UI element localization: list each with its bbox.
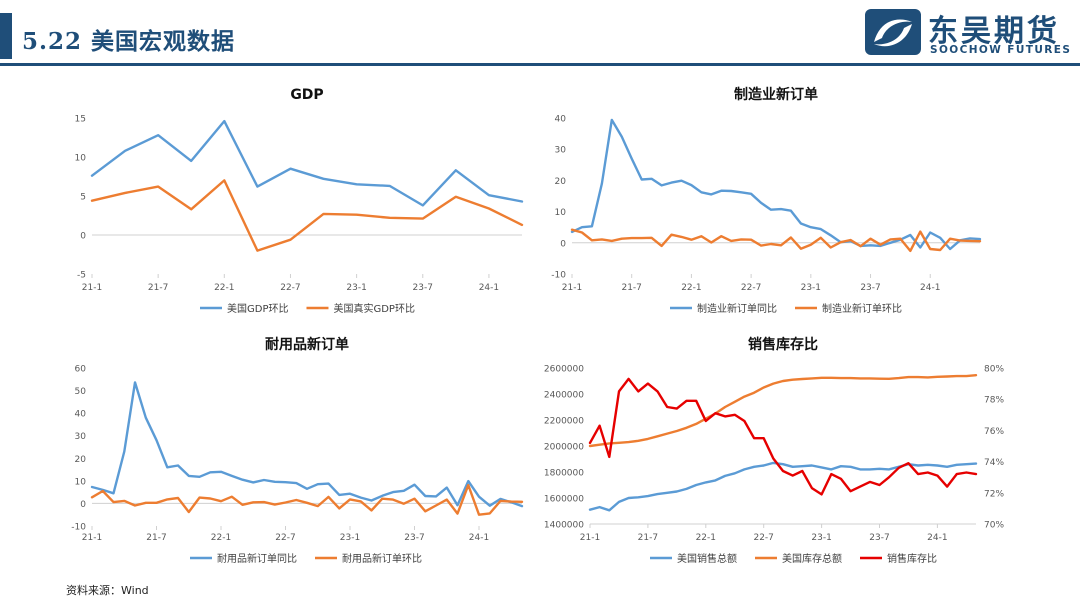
y-tick-label: 20 <box>555 177 567 187</box>
y-tick-label: 10 <box>75 154 87 164</box>
x-tick-label: 22-7 <box>275 533 295 543</box>
y2-tick-label: 70% <box>984 521 1004 531</box>
x-tick-label: 21-1 <box>562 283 582 293</box>
series-line-1 <box>90 381 524 508</box>
chart-title: 销售库存比 <box>748 336 818 353</box>
legend-label-3: 销售库存比 <box>887 552 937 565</box>
x-tick-label: 22-7 <box>741 283 761 293</box>
x-tick-label: 22-1 <box>681 283 701 293</box>
legend-label-1: 制造业新订单同比 <box>697 302 777 315</box>
x-tick-label: 23-1 <box>811 533 831 543</box>
x-tick-label: 22-7 <box>753 533 773 543</box>
x-tick-label: 23-7 <box>869 533 889 543</box>
x-tick-label: 23-7 <box>404 533 424 543</box>
x-tick-label: 23-1 <box>346 283 366 293</box>
chart-title: GDP <box>290 87 323 103</box>
y-tick-label: 10 <box>75 477 87 487</box>
y-tick-label: 1600000 <box>544 495 584 505</box>
y-tick-label: -10 <box>71 523 86 533</box>
durable-goods-chart: 耐用品新订单 -10 0 10 20 30 40 50 60 21-1 21-7 22-1 22-7 23… <box>71 336 524 565</box>
y-tick-label: -10 <box>551 271 566 281</box>
y-tick-label: 30 <box>75 432 87 442</box>
x-tick-label: 21-7 <box>148 283 168 293</box>
legend-label-1: 美国GDP环比 <box>227 302 288 315</box>
series-line-2 <box>90 483 524 516</box>
y2-tick-label: 78% <box>984 396 1004 406</box>
x-tick-label: 22-7 <box>280 283 300 293</box>
y-tick-label: 0 <box>560 239 566 249</box>
header-rule <box>0 63 1080 66</box>
y-tick-label: 40 <box>555 115 567 125</box>
logo-name-cn: 东吴期货 <box>928 14 1060 49</box>
data-source-note: 资料来源：Wind <box>66 584 149 597</box>
legend-label-2: 美国真实GDP环比 <box>333 302 414 315</box>
y-tick-label: 40 <box>75 410 87 420</box>
soochow-logo-icon <box>865 9 921 55</box>
series-line-3 <box>588 377 978 496</box>
sales-inventory-chart: 销售库存比 1400000 1600000 1800000 2000000 2200000… <box>544 336 1005 565</box>
y-tick-label: 20 <box>75 455 87 465</box>
y-tick-label: 15 <box>75 115 86 125</box>
legend-label-2: 耐用品新订单环比 <box>342 552 422 565</box>
y-tick-label: -5 <box>77 271 86 281</box>
series-line-1 <box>588 461 978 512</box>
legend-label-1: 美国销售总额 <box>677 552 737 565</box>
header-accent-bar <box>0 13 12 59</box>
x-tick-label: 22-1 <box>696 533 716 543</box>
series-line-1 <box>570 118 982 251</box>
y2-tick-label: 76% <box>984 427 1004 437</box>
x-tick-label: 21-1 <box>82 533 102 543</box>
x-tick-label: 21-7 <box>638 533 658 543</box>
series-line-2 <box>588 374 978 448</box>
x-tick-label: 21-7 <box>146 533 166 543</box>
chart-title: 耐用品新订单 <box>265 336 349 353</box>
x-tick-label: 22-1 <box>211 533 231 543</box>
company-logo: 东吴期货 SOOCHOW FUTURES <box>864 6 1074 58</box>
x-tick-label: 24-1 <box>469 533 489 543</box>
x-tick-label: 23-1 <box>340 533 360 543</box>
manufacturing-orders-chart: 制造业新订单 -10 0 10 20 30 40 21-1 21-7 22-1 22-7 23-1 23… <box>551 86 982 315</box>
y-tick-label: 1800000 <box>544 469 584 479</box>
x-tick-label: 24-1 <box>920 283 940 293</box>
y-tick-label: 50 <box>75 387 87 397</box>
x-tick-label: 23-1 <box>801 283 821 293</box>
y-tick-label: 2200000 <box>544 417 584 427</box>
x-tick-label: 23-7 <box>860 283 880 293</box>
y-tick-label: 2000000 <box>544 443 584 453</box>
series-line-2 <box>90 179 524 252</box>
y-tick-label: 0 <box>80 500 86 510</box>
x-tick-label: 22-1 <box>214 283 234 293</box>
y-tick-label: 60 <box>75 365 87 375</box>
y-tick-label: 30 <box>555 146 567 156</box>
y2-tick-label: 80% <box>984 365 1004 375</box>
y2-tick-label: 74% <box>984 458 1004 468</box>
y-tick-label: 2400000 <box>544 391 584 401</box>
y2-tick-label: 72% <box>984 489 1004 499</box>
x-tick-label: 21-7 <box>621 283 641 293</box>
y-tick-label: 2600000 <box>544 365 584 375</box>
y-tick-label: 0 <box>80 232 86 242</box>
x-tick-label: 23-7 <box>413 283 433 293</box>
legend-label-2: 美国库存总额 <box>782 552 842 565</box>
chart-title: 制造业新订单 <box>734 86 818 103</box>
x-tick-label: 24-1 <box>927 533 947 543</box>
y-tick-label: 10 <box>555 208 567 218</box>
legend-label-1: 耐用品新订单同比 <box>217 552 297 565</box>
series-line-2 <box>570 228 982 253</box>
page-title: 5.22 美国宏观数据 <box>22 28 236 55</box>
gdp-chart: GDP -5 0 5 10 15 21-1 21-7 22-1 22-7 23-1 23-7 24-1 美… <box>75 87 524 315</box>
x-tick-label: 21-1 <box>82 283 102 293</box>
x-tick-label: 21-1 <box>580 533 600 543</box>
x-tick-label: 24-1 <box>479 283 499 293</box>
y-tick-label: 1400000 <box>544 521 584 531</box>
legend-label-2: 制造业新订单环比 <box>822 302 902 315</box>
y-tick-label: 5 <box>80 193 86 203</box>
page-header: 5.22 美国宏观数据 东吴期货 SOOCHOW FUTURES <box>0 0 1080 70</box>
logo-name-en: SOOCHOW FUTURES <box>930 44 1072 56</box>
series-line-1 <box>90 119 524 207</box>
